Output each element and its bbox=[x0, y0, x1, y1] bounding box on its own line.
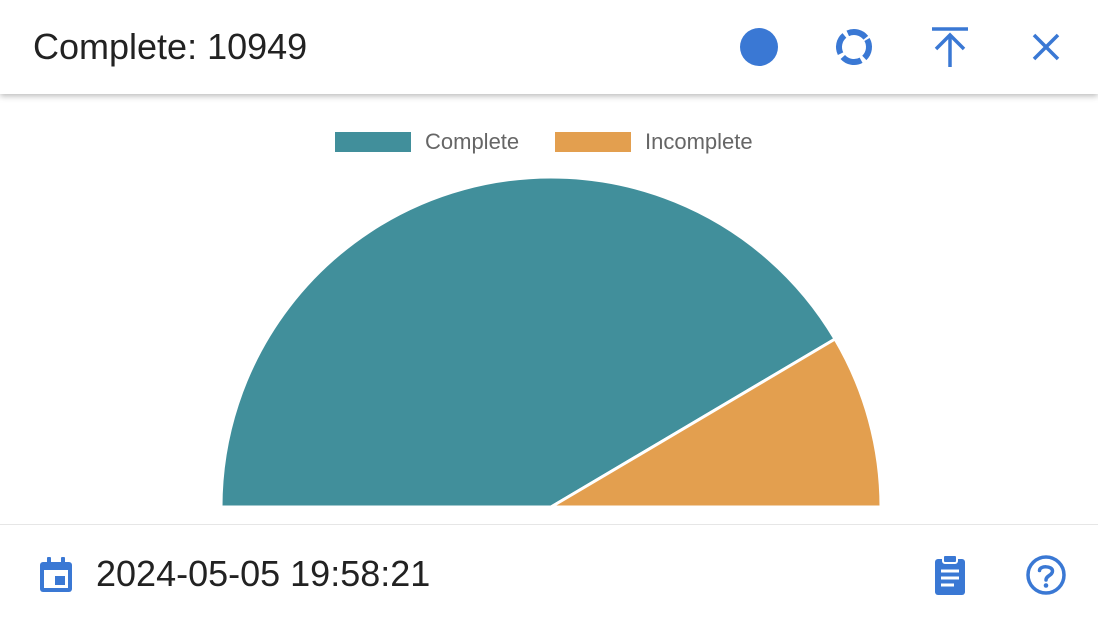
half-pie-chart bbox=[219, 175, 883, 509]
legend-label-complete: Complete bbox=[425, 129, 520, 154]
clipboard-icon bbox=[935, 554, 965, 595]
donut-chart-button[interactable] bbox=[832, 25, 876, 69]
calendar-button[interactable] bbox=[34, 553, 78, 597]
calendar-icon bbox=[40, 557, 72, 592]
upload-to-top-icon bbox=[932, 27, 968, 67]
help-icon bbox=[1026, 555, 1066, 595]
donut-icon bbox=[836, 29, 872, 65]
chart-area: Complete Incomplete bbox=[0, 94, 1098, 524]
close-button[interactable] bbox=[1024, 25, 1068, 69]
footer-bar: 2024-05-05 19:58:21 bbox=[0, 524, 1098, 623]
pie-slice-incomplete[interactable] bbox=[549, 337, 883, 509]
clipboard-button[interactable] bbox=[928, 553, 972, 597]
filled-circle-icon bbox=[740, 28, 778, 66]
legend-label-incomplete: Incomplete bbox=[645, 129, 753, 154]
legend-swatch-complete bbox=[335, 132, 411, 152]
page-title: Complete: 10949 bbox=[33, 26, 308, 67]
upload-button[interactable] bbox=[928, 25, 972, 69]
filled-circle-button[interactable] bbox=[737, 25, 781, 69]
close-icon bbox=[1032, 33, 1060, 61]
header-bar: Complete: 10949 bbox=[0, 0, 1098, 94]
pie-slice-complete[interactable] bbox=[219, 175, 837, 509]
help-button[interactable] bbox=[1024, 553, 1068, 597]
timestamp: 2024-05-05 19:58:21 bbox=[96, 553, 431, 594]
legend-swatch-incomplete bbox=[555, 132, 631, 152]
legend-incomplete[interactable]: Incomplete bbox=[555, 129, 753, 154]
legend-complete[interactable]: Complete bbox=[335, 129, 520, 154]
